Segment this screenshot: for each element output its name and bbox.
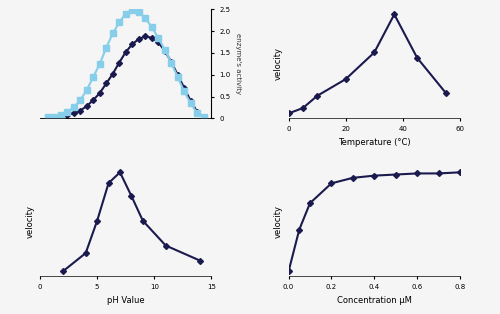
- X-axis label: pH Value: pH Value: [107, 295, 144, 305]
- Y-axis label: velocity: velocity: [274, 205, 283, 238]
- X-axis label: Temperature (°C): Temperature (°C): [338, 138, 410, 147]
- X-axis label: Concentration μM: Concentration μM: [337, 295, 411, 305]
- Y-axis label: enzyme's activity: enzyme's activity: [236, 33, 242, 95]
- Y-axis label: velocity: velocity: [26, 205, 35, 238]
- Y-axis label: velocity: velocity: [274, 47, 283, 80]
